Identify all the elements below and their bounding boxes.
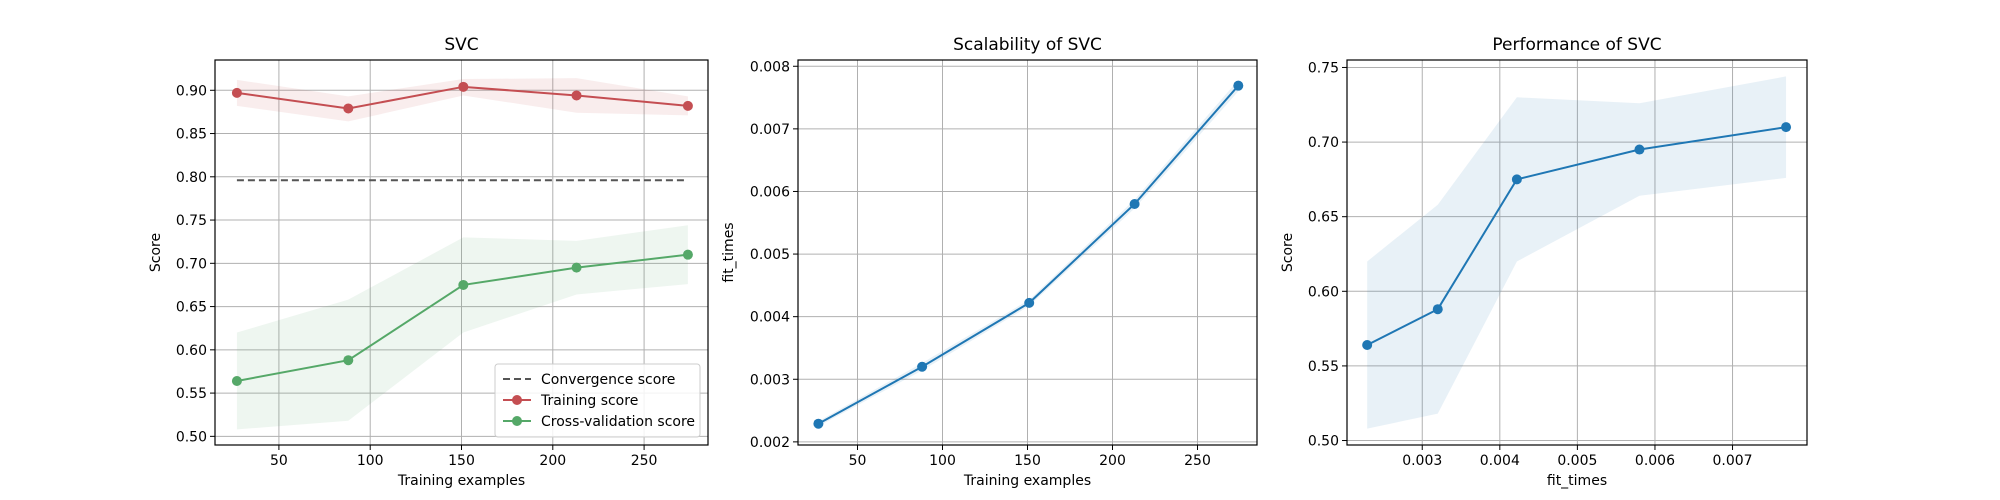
y-tick-label: 0.70	[176, 256, 207, 272]
y-tick-label: 0.55	[176, 386, 207, 402]
data-point	[343, 103, 354, 114]
x-tick-label: 0.003	[1402, 453, 1442, 469]
y-tick-label: 0.004	[750, 310, 790, 326]
confidence-band	[236, 225, 688, 430]
x-axis-label: fit_times	[1547, 473, 1607, 489]
legend-entry: Cross-validation score	[541, 414, 695, 430]
data-point	[571, 90, 582, 101]
data-point	[1511, 174, 1522, 185]
data-point	[231, 87, 242, 98]
x-tick-label: 250	[1184, 453, 1211, 469]
y-tick-label: 0.70	[1308, 135, 1339, 151]
x-tick-label: 0.005	[1557, 453, 1597, 469]
y-axis-label: Score	[1280, 233, 1296, 272]
x-tick-label: 0.006	[1635, 453, 1675, 469]
series-line	[817, 85, 1240, 425]
data-point	[343, 355, 354, 366]
chart-title: Performance of SVC	[1492, 35, 1661, 55]
axes-frame	[1346, 59, 1808, 446]
series-line-1	[1362, 76, 1792, 429]
y-tick-label: 0.90	[176, 83, 207, 99]
data-point	[1024, 297, 1035, 308]
x-tick-label: 200	[539, 453, 566, 469]
y-tick-label: 0.60	[176, 343, 207, 359]
data-point	[917, 361, 928, 372]
data-point	[458, 279, 469, 290]
y-axis-label: fit_times	[721, 222, 737, 282]
x-tick-label: 250	[631, 453, 658, 469]
y-tick-label: 0.50	[1308, 434, 1339, 450]
y-tick-label: 0.75	[176, 213, 207, 229]
x-axis-label: Training examples	[963, 473, 1091, 489]
data-point	[571, 262, 582, 273]
chart-title: Scalability of SVC	[953, 35, 1102, 55]
x-tick-label: 100	[929, 453, 956, 469]
chart-panel-2: 50 100 150 200 250 0.002 0.003 0.004 0.005 0.006 0…	[721, 35, 1258, 489]
chart-panel-1: 50 100 150 200 250 0.50 0.55 0.60 0.65 0.70 0.75 0.…	[148, 35, 709, 489]
x-tick-label: 0.004	[1480, 453, 1520, 469]
data-point	[1634, 144, 1645, 155]
series-training-score	[231, 78, 693, 122]
axes-frame	[214, 59, 709, 446]
y-tick-label: 0.003	[750, 372, 790, 388]
data-point	[1129, 198, 1140, 209]
data-point	[1432, 304, 1443, 315]
chart-panel-3: 0.003 0.004 0.005 0.006 0.007 0.50 0.55 0.60 0.6…	[1280, 35, 1808, 489]
x-tick-label: 150	[1014, 453, 1041, 469]
x-tick-label: 200	[1099, 453, 1126, 469]
data-point	[458, 81, 469, 92]
y-tick-label: 0.006	[750, 184, 790, 200]
legend-marker	[512, 395, 522, 405]
legend-entry: Training score	[540, 393, 638, 409]
legend-entry: Convergence score	[541, 372, 675, 388]
data-point	[813, 418, 824, 429]
data-point	[1233, 80, 1244, 91]
y-tick-label: 0.60	[1308, 284, 1339, 300]
x-tick-label: 0.007	[1712, 453, 1752, 469]
chart-title: SVC	[444, 35, 478, 55]
y-tick-label: 0.65	[176, 300, 207, 316]
y-axis-label: Score	[148, 233, 164, 272]
legend-box	[494, 363, 701, 438]
y-tick-label: 0.008	[750, 59, 790, 75]
y-tick-label: 0.75	[1308, 60, 1339, 76]
axes-frame	[797, 59, 1258, 446]
x-axis-label: Training examples	[397, 473, 525, 489]
series-cross-validation-score	[231, 225, 693, 430]
legend-marker	[512, 416, 522, 426]
x-tick-label: 100	[357, 453, 384, 469]
y-tick-label: 0.50	[176, 429, 207, 445]
x-tick-label: 50	[270, 453, 288, 469]
y-tick-label: 0.80	[176, 170, 207, 186]
x-tick-label: 50	[849, 453, 867, 469]
data-point	[231, 375, 242, 386]
y-tick-label: 0.002	[750, 435, 790, 451]
x-tick-label: 150	[448, 453, 475, 469]
legend: Convergence score Training score Cross-val…	[494, 363, 701, 438]
y-tick-label: 0.007	[750, 122, 790, 138]
y-tick-label: 0.55	[1308, 359, 1339, 375]
series-line-1	[813, 80, 1244, 429]
confidence-band	[1367, 76, 1787, 429]
y-tick-label: 0.005	[750, 247, 790, 263]
data-point	[682, 249, 693, 260]
data-point	[1362, 340, 1373, 351]
confidence-band	[818, 80, 1239, 427]
y-tick-label: 0.85	[176, 127, 207, 143]
data-point	[1781, 122, 1792, 133]
y-tick-label: 0.65	[1308, 210, 1339, 226]
data-point	[682, 100, 693, 111]
